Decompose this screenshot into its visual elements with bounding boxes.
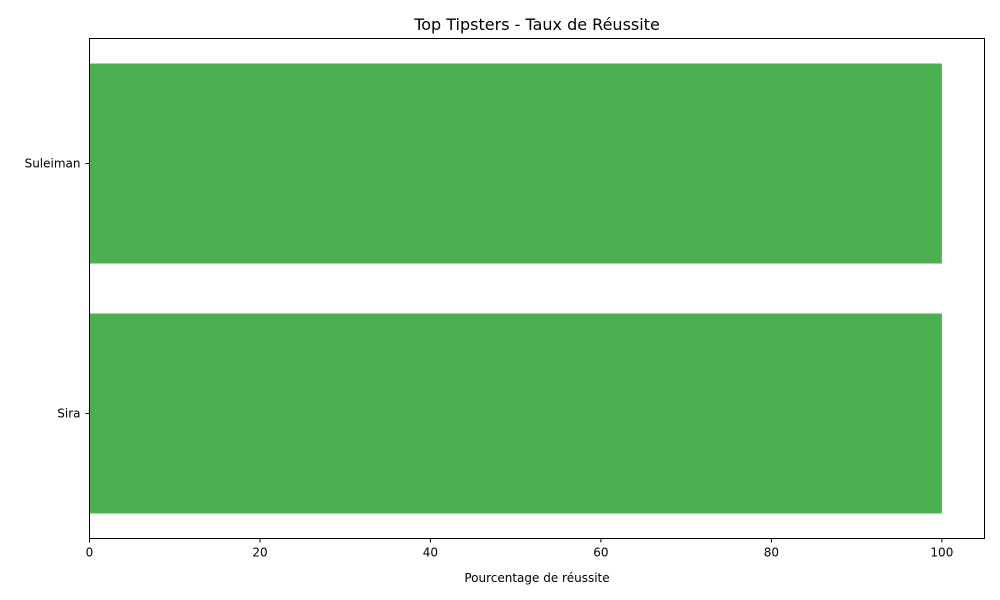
x-tick-label: 100 <box>930 546 953 560</box>
x-tick-label: 60 <box>593 546 608 560</box>
bar-suleiman <box>89 63 942 264</box>
plot-frame <box>89 38 985 539</box>
x-tick-label: 40 <box>423 546 438 560</box>
y-axis: Sira Suleiman <box>25 157 90 421</box>
bar-sira <box>89 313 942 514</box>
x-axis-label: Pourcentage de réussite <box>464 571 609 585</box>
bars-group <box>89 63 942 514</box>
y-tick-label: Suleiman <box>25 157 81 171</box>
y-tick-label: Sira <box>57 407 80 421</box>
chart-title: Top Tipsters - Taux de Réussite <box>413 15 660 34</box>
x-tick-label: 0 <box>86 546 94 560</box>
x-axis: 0 20 40 60 80 100 <box>86 538 953 560</box>
x-tick-label: 20 <box>252 546 267 560</box>
x-tick-label: 80 <box>764 546 779 560</box>
